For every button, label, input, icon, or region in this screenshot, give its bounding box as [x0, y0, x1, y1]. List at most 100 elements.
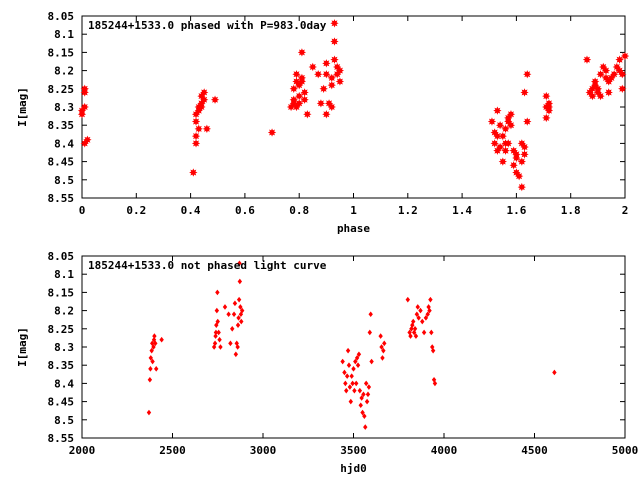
data-point [418, 307, 423, 314]
data-point [501, 124, 510, 133]
x-tick-label: 0 [79, 204, 86, 217]
data-point [346, 362, 352, 368]
data-point [300, 88, 309, 97]
x-tick-label: 2500 [159, 444, 186, 457]
data-point [222, 304, 228, 310]
x-tick-label: 4500 [521, 444, 548, 457]
data-point [495, 142, 505, 152]
data-point [344, 373, 350, 379]
data-point [363, 424, 368, 430]
y-tick-label: 8.05 [48, 250, 75, 263]
y-tick-label: 8.45 [48, 156, 75, 169]
y-tick-label: 8.15 [48, 46, 75, 59]
data-point [351, 366, 356, 372]
x-tick-label: 0.2 [126, 204, 146, 217]
data-point [295, 91, 304, 101]
data-point [368, 311, 373, 318]
y-tick-label: 8.5 [54, 414, 74, 427]
data-point [344, 387, 349, 394]
data-point [231, 311, 237, 318]
data-point [382, 340, 387, 347]
data-point [544, 102, 554, 112]
data-point [615, 55, 624, 64]
data-point [381, 347, 386, 354]
data-point [237, 278, 243, 285]
data-point [408, 333, 413, 339]
data-point [426, 304, 431, 310]
data-point [159, 336, 164, 343]
data-point [189, 168, 198, 177]
data-point [427, 307, 432, 314]
data-point [596, 91, 605, 101]
x-tick-label: 1.8 [561, 204, 581, 217]
chart-title: 185244+1533.0 not phased light curve [88, 259, 327, 272]
data-point [517, 182, 526, 192]
data-point [327, 73, 336, 83]
y-tick-label: 8.1 [54, 28, 74, 41]
data-point [230, 326, 235, 332]
data-point [345, 347, 351, 354]
data-point [353, 358, 358, 365]
data-point [151, 344, 156, 350]
data-point [235, 322, 241, 328]
data-point [300, 95, 309, 104]
data-point [523, 70, 532, 79]
data-point [509, 161, 518, 170]
data-point [218, 344, 223, 350]
data-point [308, 62, 317, 72]
data-point [335, 66, 345, 75]
data-point [361, 391, 366, 398]
data-point [200, 95, 209, 104]
y-tick-label: 8.35 [48, 119, 75, 132]
data-point [319, 84, 328, 93]
data-point [523, 117, 532, 126]
data-point [327, 81, 336, 90]
data-point [322, 110, 331, 119]
data-point [210, 95, 220, 104]
data-point [429, 329, 434, 336]
data-point [604, 88, 613, 97]
data-point [289, 95, 298, 104]
x-tick-label: 3500 [340, 444, 367, 457]
data-point [412, 326, 418, 332]
data-point [267, 128, 277, 137]
data-point [236, 296, 242, 303]
data-point [327, 102, 336, 112]
data-point [237, 260, 242, 267]
data-point [352, 387, 357, 394]
data-point [191, 117, 201, 126]
y-tick-label: 8.55 [48, 192, 75, 205]
data-point [365, 391, 371, 398]
data-point [542, 91, 551, 101]
y-axis-ticks: 8.05 8.1 8.15 8.2 8.25 8.3 8.35 8.4 8.45 8.5 8.55 [48, 250, 625, 445]
data-point [495, 121, 505, 130]
data-point [588, 91, 597, 101]
data-point [153, 340, 158, 347]
data-point [512, 150, 521, 159]
y-tick-label: 8.3 [54, 341, 74, 354]
data-point [148, 355, 153, 361]
data-point [354, 380, 359, 387]
data-point [292, 70, 301, 79]
data-point [202, 124, 212, 133]
x-axis-label: hjd0 [340, 462, 367, 475]
data-point [367, 329, 372, 336]
data-point [150, 340, 155, 347]
x-axis-ticks: 0 0.2 0.4 0.6 0.8 1 1.2 1.4 1.6 1.8 2 [79, 16, 628, 217]
data-point [236, 315, 241, 321]
data-point [228, 340, 233, 347]
y-axis-label: I[mag] [16, 327, 29, 367]
y-tick-label: 8.05 [48, 10, 75, 23]
data-point [200, 88, 209, 97]
data-point [411, 318, 416, 325]
data-point [80, 84, 89, 93]
data-point [618, 84, 627, 93]
unphased-panel: 2000 2500 3000 3500 4000 4500 5000 8.05 8.1 8.15… [16, 250, 638, 475]
data-point [520, 88, 529, 97]
data-point [295, 99, 304, 108]
data-point [213, 333, 218, 339]
data-point [238, 304, 243, 310]
data-point [582, 55, 592, 64]
data-point [620, 51, 630, 61]
